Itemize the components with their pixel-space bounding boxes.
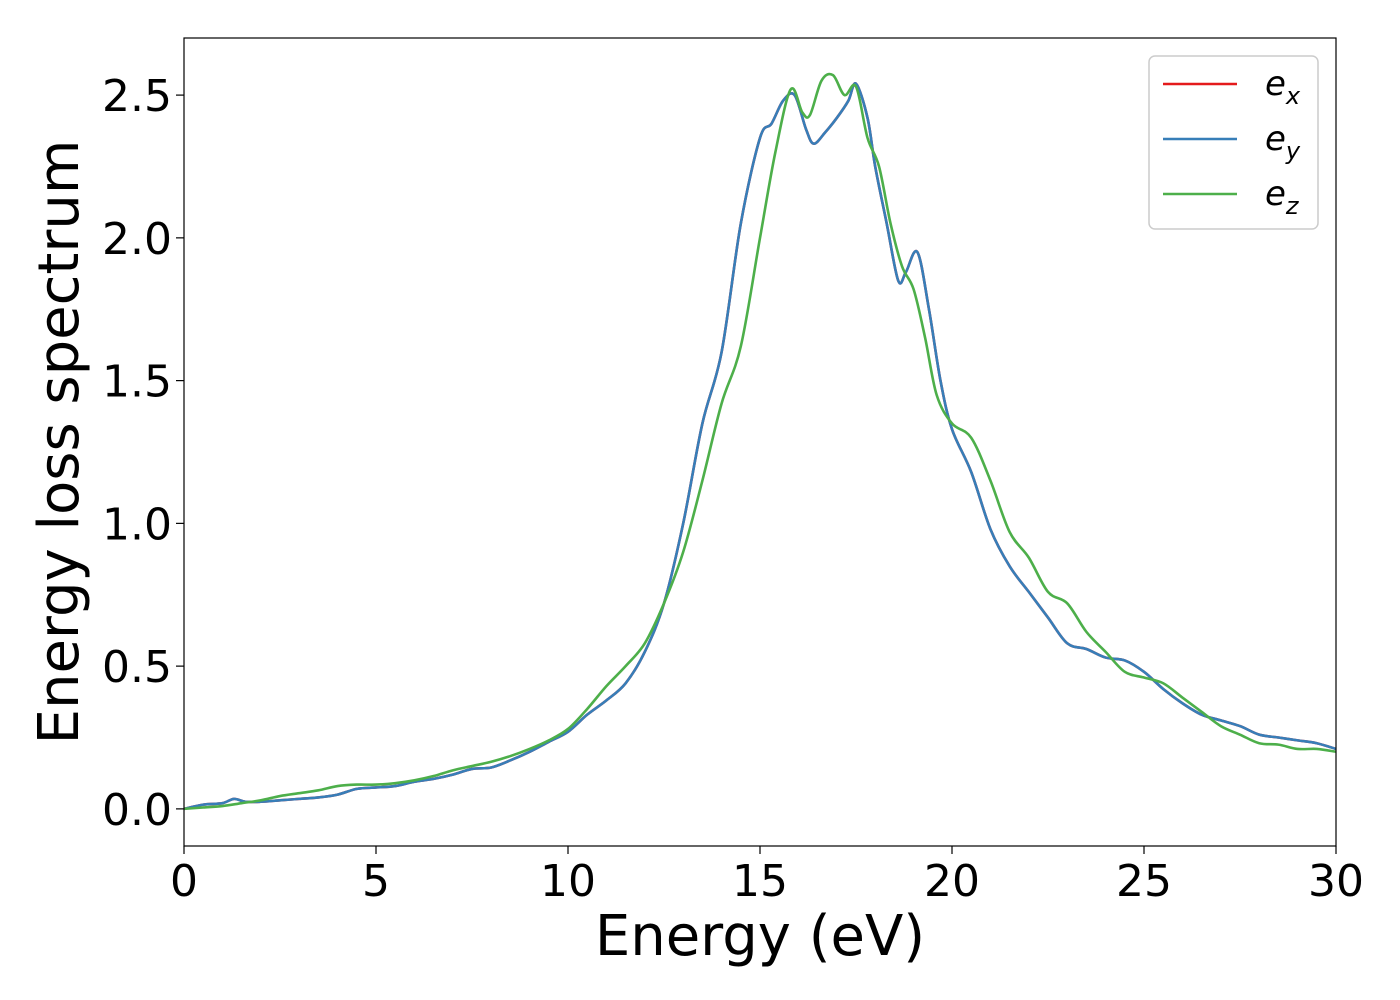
series-line-ez [184, 72, 1336, 811]
x-axis-title: Energy (eV) [595, 904, 925, 969]
x-tick-label: 0 [170, 856, 198, 907]
x-tick-label: 30 [1308, 856, 1364, 907]
y-tick-label: 0.0 [102, 785, 172, 836]
x-tick-label: 25 [1116, 856, 1172, 907]
y-tick-label: 2.5 [102, 71, 172, 122]
legend-box [1148, 55, 1319, 230]
plot-area [184, 38, 1336, 846]
y-tick-label: 1.5 [102, 357, 172, 408]
series-layer [184, 72, 1336, 811]
x-tick-label: 10 [540, 856, 596, 907]
x-tick-label: 5 [362, 856, 390, 907]
y-tick-label: 1.0 [102, 499, 172, 550]
y-axis-title: Energy loss spectrum [27, 140, 92, 745]
x-tick-label: 15 [732, 856, 788, 907]
x-tick-label: 20 [924, 856, 980, 907]
y-tick-label: 2.0 [102, 214, 172, 265]
y-axis: 0.0 0.5 1.0 1.5 2.0 2.5 [102, 71, 184, 836]
x-axis: 0 5 10 15 20 25 30 [170, 846, 1364, 907]
y-tick-label: 0.5 [102, 642, 172, 693]
